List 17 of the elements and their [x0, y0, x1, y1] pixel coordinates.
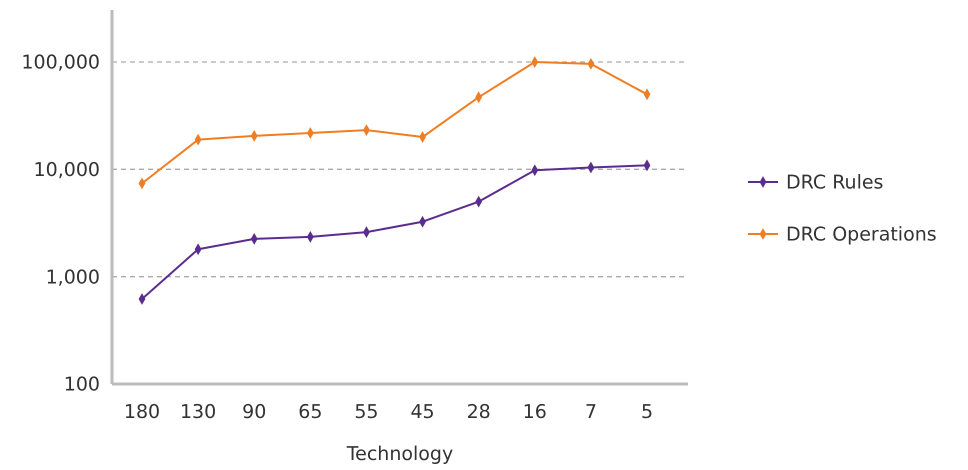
legend-label: DRC Rules	[786, 172, 884, 194]
x-tick-label: 7	[584, 401, 597, 423]
y-tick-label: 100	[64, 374, 100, 396]
x-tick-label: 180	[124, 401, 160, 423]
x-tick-label: 65	[298, 401, 322, 423]
x-tick-label: 55	[354, 401, 379, 423]
x-tick-label: 45	[410, 401, 435, 423]
x-tick-label: 90	[242, 401, 266, 423]
y-tick-label: 10,000	[34, 158, 100, 181]
x-axis-title: Technology	[346, 443, 454, 465]
y-tick-label: 100,000	[21, 52, 100, 74]
x-tick-label: 130	[180, 401, 216, 423]
x-tick-label: 5	[640, 401, 654, 423]
y-tick-label: 1,000	[46, 266, 100, 288]
x-tick-label: 28	[466, 401, 491, 423]
legend-label: DRC Operations	[786, 224, 937, 246]
x-tick-label: 16	[522, 401, 547, 423]
